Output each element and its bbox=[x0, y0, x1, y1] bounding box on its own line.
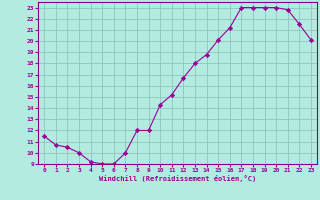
X-axis label: Windchill (Refroidissement éolien,°C): Windchill (Refroidissement éolien,°C) bbox=[99, 175, 256, 182]
